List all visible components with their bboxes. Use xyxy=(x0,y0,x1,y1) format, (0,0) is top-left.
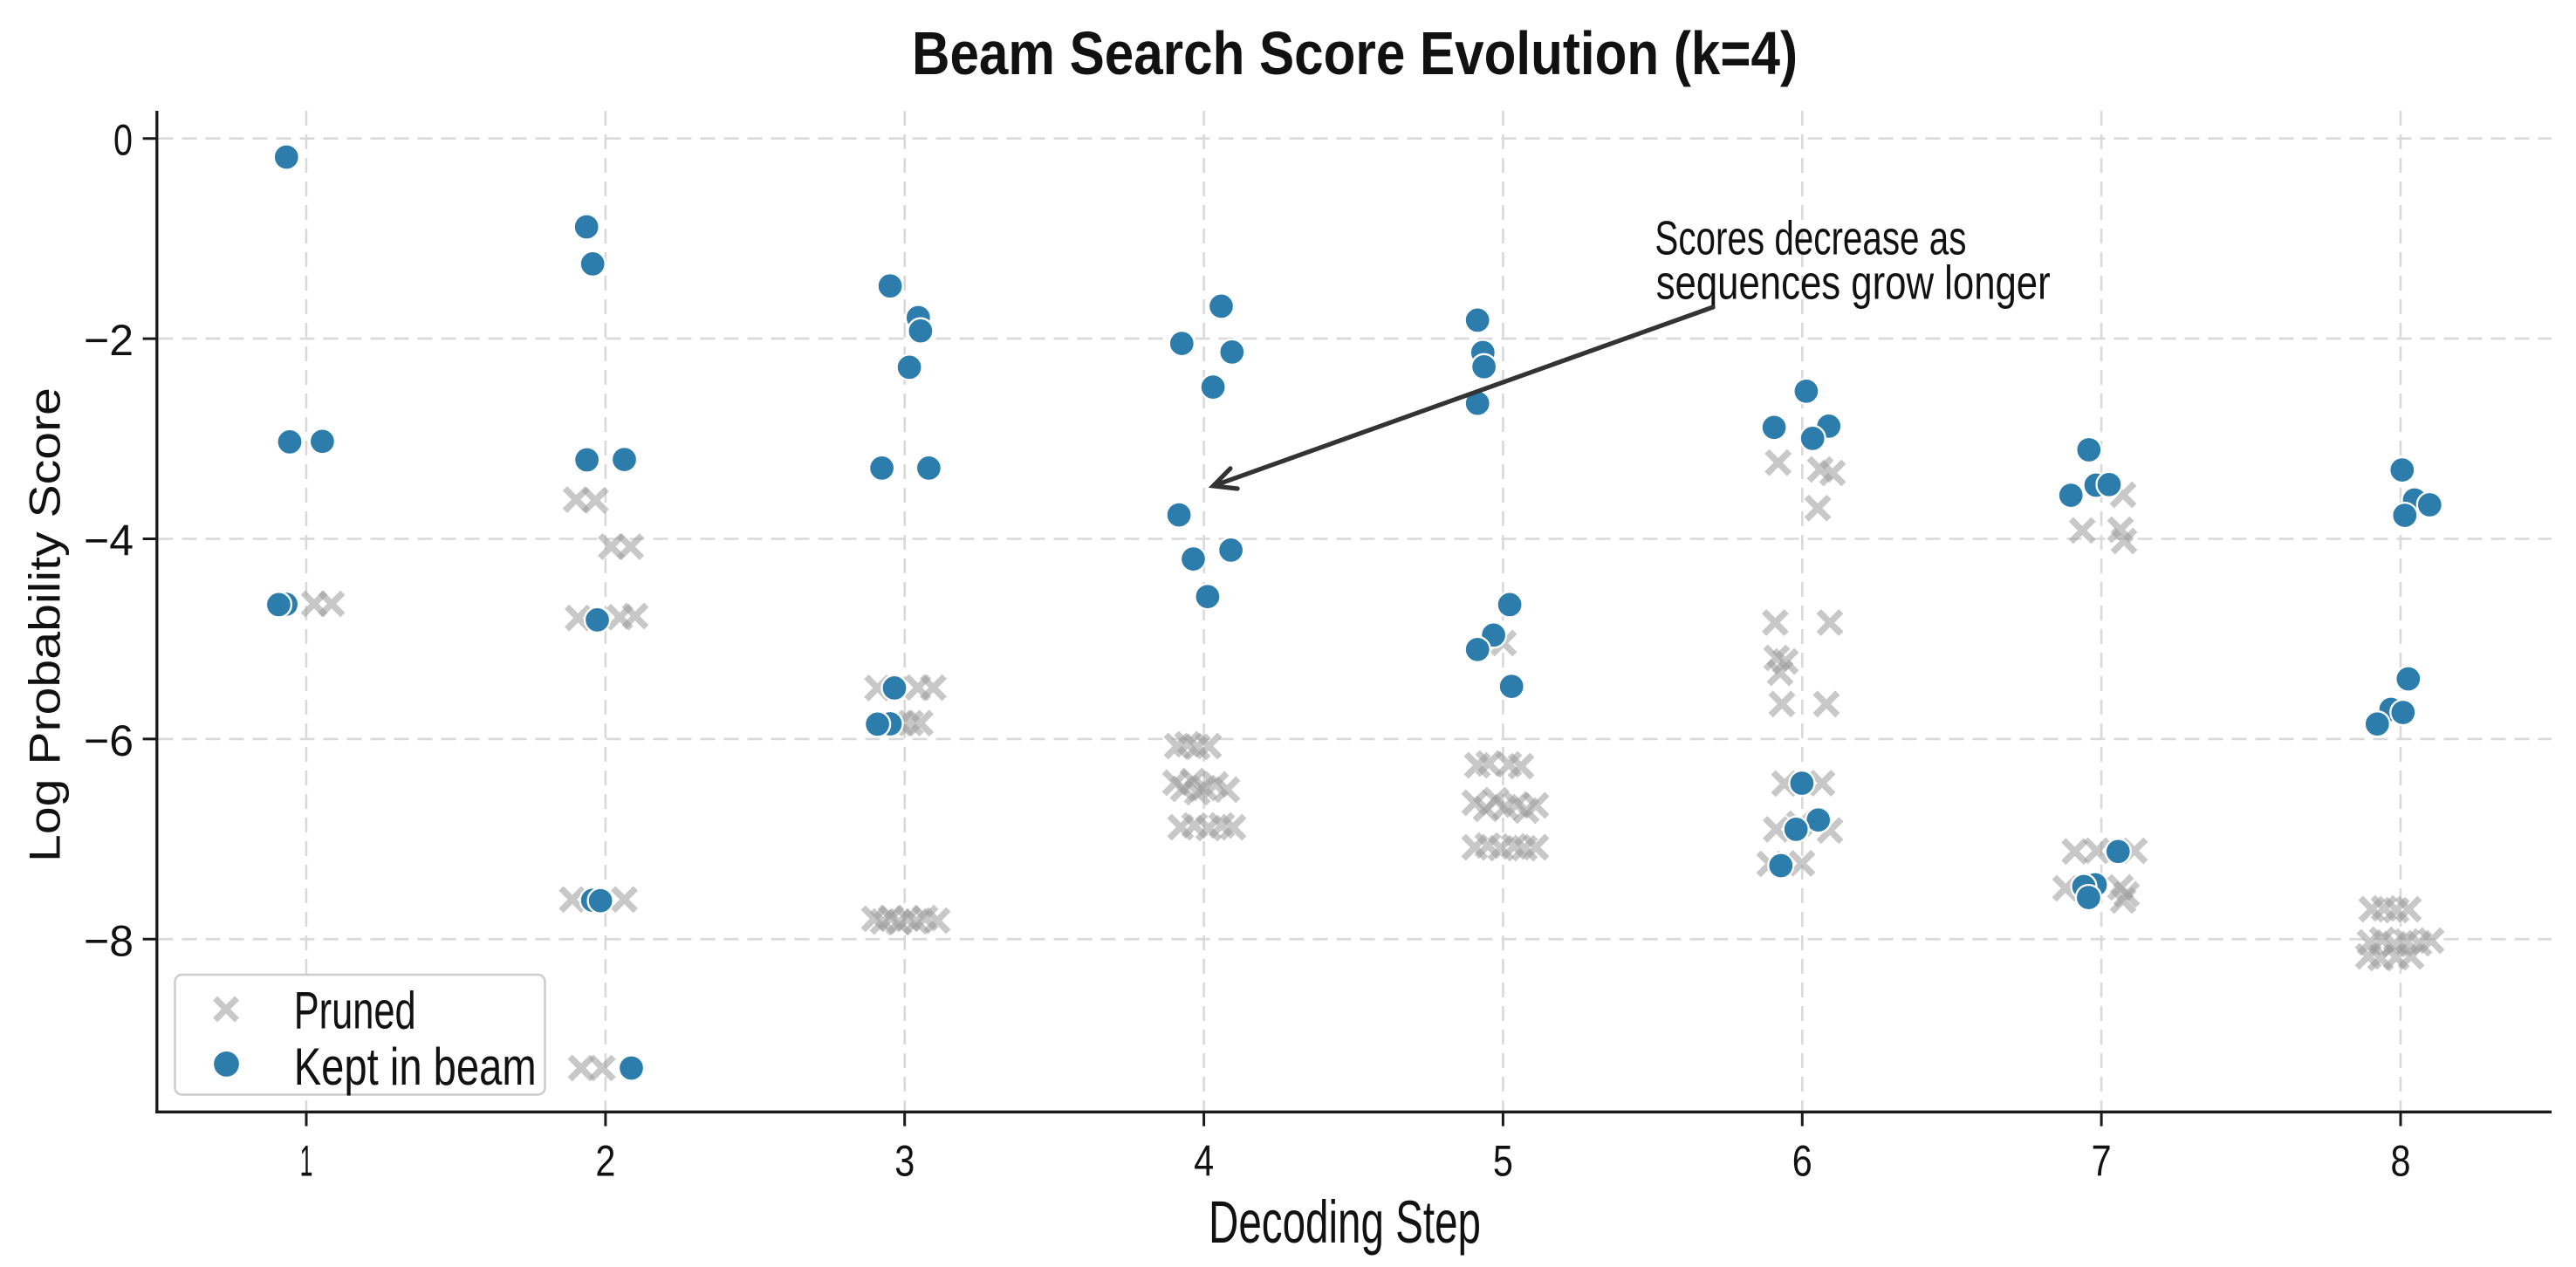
svg-text:Scores decrease as: Scores decrease as xyxy=(1655,211,1966,265)
svg-text:−8: −8 xyxy=(84,916,134,965)
svg-text:−6: −6 xyxy=(84,716,134,765)
svg-text:7: 7 xyxy=(2092,1137,2112,1186)
svg-text:Pruned: Pruned xyxy=(294,981,416,1039)
svg-text:0: 0 xyxy=(113,116,133,165)
svg-text:6: 6 xyxy=(1792,1137,1812,1186)
svg-text:Beam Search Score Evolution (k: Beam Search Score Evolution (k=4) xyxy=(912,19,1798,87)
svg-text:Decoding Step: Decoding Step xyxy=(1209,1188,1481,1256)
svg-text:−2: −2 xyxy=(84,316,134,365)
svg-text:sequences grow longer: sequences grow longer xyxy=(1656,256,2051,310)
svg-text:Log Probability Score: Log Probability Score xyxy=(21,387,70,862)
svg-text:2: 2 xyxy=(595,1137,615,1186)
svg-text:5: 5 xyxy=(1493,1137,1513,1186)
svg-text:1: 1 xyxy=(300,1137,313,1186)
svg-text:4: 4 xyxy=(1194,1137,1214,1186)
svg-text:8: 8 xyxy=(2391,1137,2411,1186)
svg-text:−4: −4 xyxy=(84,517,134,565)
svg-text:3: 3 xyxy=(894,1137,915,1186)
svg-text:Kept in beam: Kept in beam xyxy=(294,1038,537,1096)
